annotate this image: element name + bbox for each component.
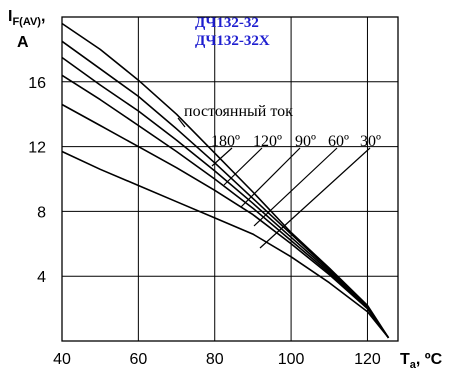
annotation-dc: постоянный ток	[184, 103, 293, 120]
curves	[61, 22, 390, 339]
y-tick-labels: 4 8 12 16	[28, 75, 46, 286]
y-tick-label: 4	[37, 269, 46, 286]
annotation-angle-90: 90º	[295, 133, 316, 150]
x-axis-label-tail: , ºC	[416, 351, 443, 368]
leader-dc	[177, 117, 186, 128]
annotation-angle-180: 180º	[211, 133, 240, 150]
y-axis-label-sub: F(AV)	[12, 16, 41, 28]
y-axis-label-main: I	[8, 8, 12, 25]
curve-1	[61, 22, 390, 339]
leader-30	[259, 147, 371, 249]
chart-title-line-1: ДЧ132-32	[195, 15, 259, 31]
x-tick-label: 120	[354, 351, 381, 368]
curve-2	[61, 40, 390, 339]
x-tick-label: 80	[206, 351, 224, 368]
y-tick-label: 8	[37, 204, 46, 221]
x-tick-label: 40	[53, 351, 71, 368]
curve-6	[61, 150, 390, 339]
x-axis-label-sub: a	[410, 359, 417, 371]
leader-120	[223, 147, 263, 186]
leader-60	[253, 147, 338, 227]
x-axis-label-main: T	[400, 351, 410, 368]
y-tick-label: 12	[28, 140, 46, 157]
x-tick-label: 100	[278, 351, 305, 368]
annotation-angle-30: 30º	[360, 133, 381, 150]
grid	[62, 17, 398, 341]
annotation-angle-60: 60º	[328, 133, 349, 150]
leader-90	[240, 147, 301, 208]
x-tick-label: 60	[129, 351, 147, 368]
y-axis-label-tail: ,	[41, 8, 45, 25]
curve-5	[61, 103, 390, 339]
y-axis-unit: A	[17, 34, 29, 51]
y-tick-label: 16	[28, 75, 46, 92]
curve-3	[61, 56, 390, 339]
x-axis-label: Ta, ºC	[400, 351, 443, 371]
annotation-angle-120: 120º	[253, 133, 282, 150]
y-axis-label: IF(AV),	[8, 8, 45, 28]
annotation-leaders	[177, 117, 371, 249]
plot-frame	[61, 16, 399, 342]
leader-180	[211, 147, 233, 167]
x-tick-labels: 40 60 80 100 120	[53, 351, 381, 368]
chart-title-line-2: ДЧ132-32Х	[195, 33, 270, 49]
